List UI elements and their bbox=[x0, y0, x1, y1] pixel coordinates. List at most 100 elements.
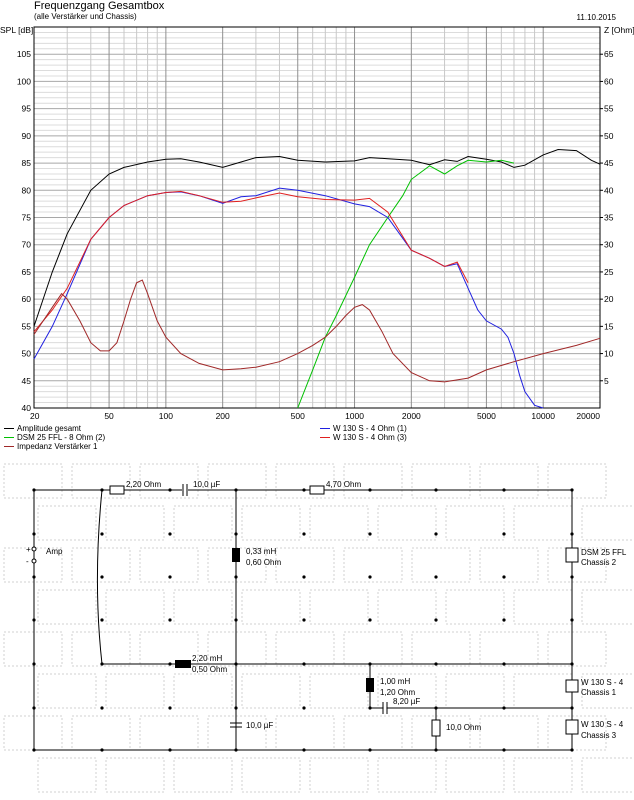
speaker-woofer1-icon bbox=[565, 679, 579, 693]
placement-box bbox=[37, 673, 97, 709]
placement-box bbox=[139, 631, 199, 667]
legend-swatch bbox=[320, 437, 330, 439]
placement-box bbox=[479, 463, 539, 499]
x-tick-label: 2000 bbox=[402, 411, 421, 421]
grid-dot bbox=[100, 618, 104, 622]
placement-box bbox=[173, 505, 233, 541]
resistor-r1 bbox=[109, 485, 125, 495]
grid-dot bbox=[434, 618, 438, 622]
svg-text:+: + bbox=[26, 545, 31, 554]
tweeter-name: DSM 25 FFL bbox=[581, 548, 627, 557]
x-tick-label: 10000 bbox=[531, 411, 555, 421]
grid-dots bbox=[32, 488, 574, 752]
y-right-tick-label: 15 bbox=[604, 321, 614, 331]
grid-dot bbox=[502, 618, 506, 622]
y-left-tick-label: 95 bbox=[22, 104, 32, 114]
placement-box bbox=[479, 631, 539, 667]
y-right-tick-label: 45 bbox=[604, 158, 614, 168]
grid-dot bbox=[302, 532, 306, 536]
tweeter-chassis: Chassis 2 bbox=[581, 558, 617, 567]
speaker-tweeter-icon bbox=[565, 547, 579, 563]
placement-box bbox=[275, 547, 335, 583]
placement-box bbox=[547, 631, 607, 667]
chart-series bbox=[33, 148, 601, 409]
grid-dot bbox=[168, 706, 172, 710]
series-line-w-130-s-4-ohm-3- bbox=[33, 190, 469, 333]
placement-box bbox=[173, 673, 233, 709]
legend-item-impedance: Impedanz Verstärker 1 bbox=[4, 442, 105, 451]
grid-dot bbox=[100, 706, 104, 710]
placement-box bbox=[581, 757, 634, 793]
placement-box bbox=[105, 757, 165, 793]
y-left-tick-label: 105 bbox=[17, 49, 31, 59]
grid-dot bbox=[302, 575, 306, 579]
legend-col-2: W 130 S - 4 Ohm (1) W 130 S - 4 Ohm (3) bbox=[320, 424, 407, 442]
chart-date: 11.10.2015 bbox=[576, 13, 616, 22]
grid-dot bbox=[100, 575, 104, 579]
series-line-dsm-25-ffl-8-ohm-2- bbox=[297, 159, 515, 409]
resistor-r2 bbox=[309, 485, 325, 495]
placement-box bbox=[377, 505, 437, 541]
grid-dot bbox=[100, 532, 104, 536]
legend-swatch bbox=[320, 428, 330, 430]
placement-box bbox=[479, 715, 539, 751]
x-tick-label: 100 bbox=[159, 411, 173, 421]
placement-box bbox=[173, 757, 233, 793]
placement-box bbox=[37, 757, 97, 793]
frequency-response-chart: 20 50 100 200 500 1000 2000 5000 10000 20000 40 45 5… bbox=[0, 25, 634, 421]
placement-box bbox=[581, 589, 634, 625]
y-left-tick-label: 85 bbox=[22, 158, 32, 168]
legend-item-w130-3: W 130 S - 4 Ohm (3) bbox=[320, 433, 407, 442]
grid-dot bbox=[434, 575, 438, 579]
grid-dot bbox=[434, 532, 438, 536]
amp-terminal-plus bbox=[31, 546, 37, 552]
y-right-tick-label: 60 bbox=[604, 76, 614, 86]
placement-box bbox=[343, 463, 403, 499]
placement-box bbox=[105, 589, 165, 625]
y-left-tick-label: 40 bbox=[22, 403, 32, 413]
woofer3-chassis: Chassis 3 bbox=[581, 731, 617, 740]
y-left-tick-label: 70 bbox=[22, 240, 32, 250]
y-left-tick-label: 60 bbox=[22, 294, 32, 304]
legend-swatch bbox=[4, 437, 14, 439]
placement-box bbox=[309, 505, 369, 541]
placement-box bbox=[445, 673, 505, 709]
grid-dot bbox=[502, 532, 506, 536]
x-tick-label: 20000 bbox=[576, 411, 600, 421]
y-right-tick-label: 20 bbox=[604, 294, 614, 304]
y-left-tick-label: 45 bbox=[22, 376, 32, 386]
placement-box bbox=[581, 673, 634, 709]
placement-box bbox=[71, 715, 131, 751]
l2-value-1: 2,20 mH bbox=[192, 654, 222, 663]
y-left-tick-label: 55 bbox=[22, 321, 32, 331]
placement-box bbox=[71, 547, 131, 583]
r2-label: 4,70 Ohm bbox=[326, 480, 361, 489]
placement-box bbox=[377, 757, 437, 793]
inductor-l1 bbox=[232, 548, 240, 562]
c3-label: 10,0 µF bbox=[246, 721, 273, 730]
placement-box bbox=[207, 631, 267, 667]
series-line-amplitude-gesamt bbox=[33, 148, 601, 327]
grid-dot bbox=[502, 575, 506, 579]
chart-title: Frequenzgang Gesamtbox bbox=[34, 0, 165, 12]
amp-label: Amp bbox=[46, 547, 63, 556]
placement-box bbox=[411, 463, 471, 499]
placement-box bbox=[37, 505, 97, 541]
placement-box bbox=[105, 505, 165, 541]
grid-dot bbox=[302, 618, 306, 622]
y-left-tick-label: 75 bbox=[22, 213, 32, 223]
placement-box bbox=[241, 505, 301, 541]
placement-box bbox=[547, 715, 607, 751]
grid-dot bbox=[168, 618, 172, 622]
l1-value-2: 0,60 Ohm bbox=[246, 558, 281, 567]
placement-box bbox=[309, 757, 369, 793]
y-axis-left-label: SPL [dB] bbox=[0, 25, 33, 35]
axis-ticks: 20 50 100 200 500 1000 2000 5000 10000 20000 40 45 5… bbox=[17, 49, 614, 421]
grid-dot bbox=[368, 575, 372, 579]
y-left-tick-label: 90 bbox=[22, 131, 32, 141]
placement-box bbox=[139, 547, 199, 583]
placement-box bbox=[343, 715, 403, 751]
placement-box bbox=[445, 505, 505, 541]
y-right-tick-label: 55 bbox=[604, 104, 614, 114]
placement-box bbox=[71, 631, 131, 667]
